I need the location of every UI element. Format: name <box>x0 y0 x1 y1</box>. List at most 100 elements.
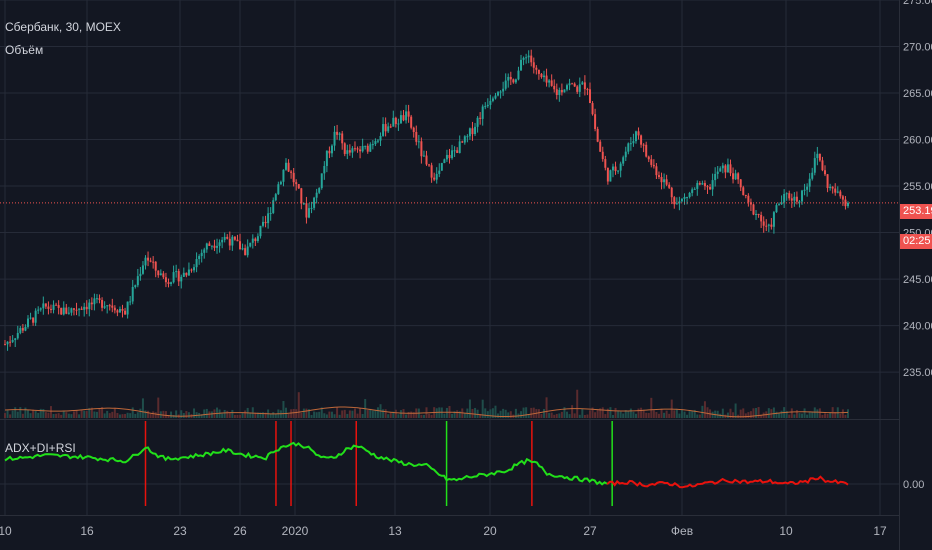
volume-bar <box>310 414 313 418</box>
candle-body <box>445 154 448 160</box>
candle-body <box>760 214 763 222</box>
volume-bar <box>124 413 127 418</box>
volume-bar <box>611 414 614 418</box>
volume-bar <box>320 407 323 418</box>
price-tick-label: 235.00 <box>903 367 932 379</box>
volume-bar <box>693 409 696 418</box>
volume-bar <box>333 414 336 418</box>
candle-body <box>80 308 83 310</box>
candle-body <box>775 205 778 213</box>
candle-body <box>333 131 336 146</box>
candle-body <box>714 173 717 181</box>
volume-bar <box>678 413 681 418</box>
volume-bar <box>262 412 265 418</box>
volume-bar <box>218 409 221 418</box>
volume-bar <box>359 408 362 418</box>
pane-divider-top[interactable] <box>0 419 900 420</box>
candle-body <box>152 261 155 263</box>
candle-body <box>619 163 622 171</box>
volume-bar <box>139 408 142 418</box>
volume-bar <box>507 412 510 418</box>
candle-body <box>213 245 216 248</box>
candle-body <box>118 308 121 313</box>
candle-body <box>512 79 515 83</box>
candle-body <box>175 271 178 273</box>
candle-body <box>680 198 683 202</box>
candle-body <box>468 128 471 137</box>
candle-body <box>139 273 142 277</box>
volume-bar <box>640 407 643 418</box>
candle-body <box>555 89 558 95</box>
volume-bar <box>157 397 160 418</box>
candle-body <box>543 75 546 78</box>
volume-bar <box>62 411 65 418</box>
volume-bar <box>216 407 219 418</box>
candle-body <box>285 162 287 170</box>
volume-bar <box>729 408 732 418</box>
volume-bar <box>668 413 671 418</box>
candle-body <box>517 70 520 80</box>
volume-bar <box>660 408 663 418</box>
candle-body <box>90 302 93 305</box>
volume-bar <box>29 413 32 418</box>
candle-body <box>703 183 706 187</box>
candle-body <box>647 156 650 160</box>
candle-body <box>770 224 773 227</box>
volume-bar <box>803 408 806 418</box>
candle-body <box>790 198 793 201</box>
volume-bar <box>645 412 648 418</box>
volume-bar <box>537 409 540 418</box>
candle-body <box>348 150 351 153</box>
symbol-title: Сбербанк, 30, MOEX <box>5 20 121 34</box>
candle-body <box>210 245 213 247</box>
volume-bar <box>32 409 35 418</box>
volume-bar <box>691 410 694 418</box>
volume-bar <box>376 407 379 418</box>
candle-body <box>709 187 712 190</box>
volume-bar <box>742 408 745 418</box>
candle-body <box>144 257 147 266</box>
candle-body <box>147 257 150 261</box>
candle-body <box>170 282 173 284</box>
volume-bar <box>844 414 847 418</box>
volume-bar <box>591 407 594 418</box>
candle-body <box>558 89 561 95</box>
candle-body <box>499 91 502 93</box>
volume-bar <box>72 411 75 418</box>
candle-body <box>711 180 714 190</box>
candle-body <box>277 184 280 195</box>
volume-bar <box>711 411 714 418</box>
candle-body <box>366 145 369 152</box>
candle-body <box>757 213 760 215</box>
volume-bar <box>468 399 471 418</box>
volume-bar <box>491 408 494 418</box>
volume-bar <box>839 413 842 418</box>
time-axis: 10 16 23 26 2020 13 20 27 Фев 10 17 <box>0 524 887 538</box>
volume-bar <box>264 412 267 418</box>
candle-body <box>520 59 523 71</box>
volume-bar <box>583 414 586 418</box>
volume-bar <box>60 414 63 418</box>
volume-bar <box>829 412 832 418</box>
volume-bar <box>550 412 553 418</box>
candle-body <box>818 153 821 161</box>
volume-bar <box>210 411 213 418</box>
candle-body <box>231 236 234 246</box>
candle-body <box>614 166 617 172</box>
candle-body <box>78 308 81 310</box>
candle-body <box>435 173 438 180</box>
volume-bar <box>801 413 804 418</box>
volume-bar <box>356 413 359 418</box>
candle-body <box>732 173 735 180</box>
candle-body <box>190 269 193 271</box>
candle-body <box>701 183 704 185</box>
candle-body <box>111 305 114 308</box>
candle-body <box>14 338 17 341</box>
volume-bar <box>134 413 137 418</box>
candle-body <box>52 304 55 310</box>
volume-bar <box>307 409 310 418</box>
candle-body <box>228 238 231 246</box>
candle-body <box>726 164 729 173</box>
candle-body <box>44 303 47 307</box>
